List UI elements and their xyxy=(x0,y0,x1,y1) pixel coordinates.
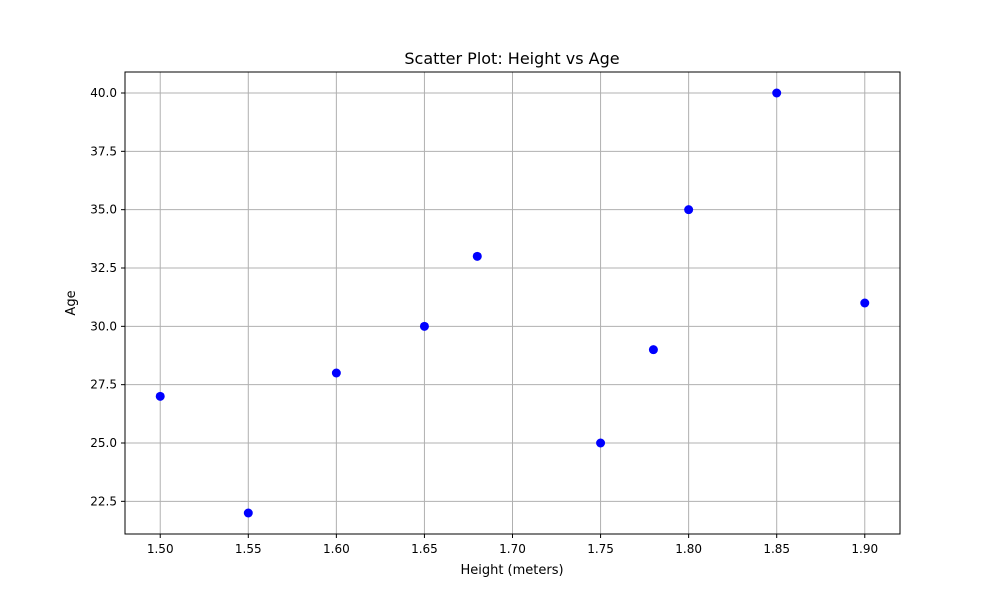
grid-lines xyxy=(125,72,900,534)
data-point xyxy=(772,88,782,98)
x-tick-label: 1.55 xyxy=(235,542,262,556)
data-point xyxy=(596,438,606,448)
chart-title: Scatter Plot: Height vs Age xyxy=(404,49,619,68)
data-point xyxy=(419,321,429,331)
y-tick-label: 22.5 xyxy=(90,494,117,508)
y-axis-label: Age xyxy=(64,290,79,315)
x-tick-label: 1.70 xyxy=(499,542,526,556)
data-point xyxy=(648,345,658,355)
data-point xyxy=(331,368,341,378)
data-point xyxy=(860,298,870,308)
y-tick-label: 25.0 xyxy=(90,436,117,450)
data-point xyxy=(472,251,482,261)
y-tick-label: 37.5 xyxy=(90,144,117,158)
x-axis-label: Height (meters) xyxy=(460,563,563,578)
x-tick-label: 1.85 xyxy=(763,542,790,556)
x-tick-label: 1.60 xyxy=(323,542,350,556)
y-tick-label: 27.5 xyxy=(90,378,117,392)
y-tick-label: 40.0 xyxy=(90,86,117,100)
data-point xyxy=(155,391,165,401)
data-points xyxy=(155,88,870,518)
y-tick-label: 30.0 xyxy=(90,319,117,333)
y-tick-label: 32.5 xyxy=(90,261,117,275)
y-tick-label: 35.0 xyxy=(90,203,117,217)
x-tick-label: 1.50 xyxy=(147,542,174,556)
x-tick-label: 1.75 xyxy=(587,542,614,556)
y-axis-ticks: 22.5 25.0 27.5 30.0 32.5 35.0 37.5 40.0 xyxy=(90,86,125,508)
data-point xyxy=(684,205,694,215)
x-tick-label: 1.65 xyxy=(411,542,438,556)
x-tick-label: 1.90 xyxy=(851,542,878,556)
x-axis-ticks: 1.50 1.55 1.60 1.65 1.70 1.75 1.80 1.85 1.90 xyxy=(147,534,878,556)
x-tick-label: 1.80 xyxy=(675,542,702,556)
data-point xyxy=(243,508,253,518)
